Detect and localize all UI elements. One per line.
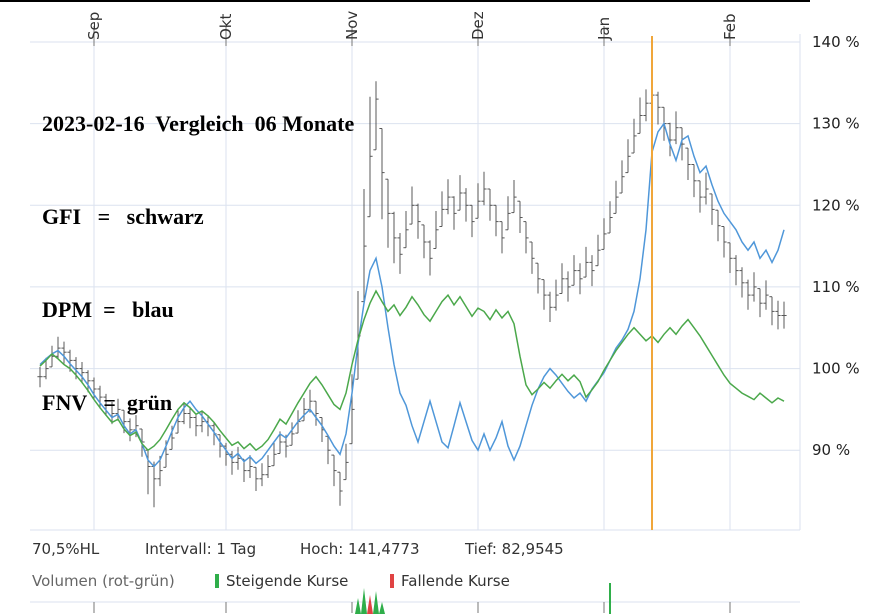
svg-text:130 %: 130 %: [812, 115, 860, 133]
svg-text:Feb: Feb: [721, 13, 739, 40]
volume-spike: [361, 588, 367, 614]
low-value-label: Tief: 82,9545: [465, 540, 564, 558]
fnv-series: [39, 289, 785, 452]
svg-text:Sep: Sep: [85, 12, 103, 40]
gridlines: [30, 34, 801, 531]
gfi-series: [37, 81, 787, 508]
y-axis-labels: 140 % 130 % 120 % 110 % 100 % 90 %: [812, 33, 860, 459]
x-axis-labels: Sep Okt Nov Dez Jan Feb: [85, 11, 739, 41]
volume-spike: [367, 595, 373, 614]
legend-line-gfi: GFI = schwarz: [42, 204, 204, 229]
svg-text:100 %: 100 %: [812, 360, 860, 378]
volume-spike: [609, 583, 611, 614]
volume-spike: [379, 602, 385, 614]
falling-swatch-icon: [390, 574, 394, 588]
rising-legend-item: Steigende Kurse: [215, 572, 348, 590]
falling-label: Fallende Kurse: [401, 572, 510, 590]
legend-line-dpm: DPM = blau: [42, 297, 174, 322]
svg-text:120 %: 120 %: [812, 196, 860, 214]
rising-swatch-icon: [215, 574, 219, 588]
range-indicator: 70,5%HL: [32, 540, 100, 558]
interval-label: Intervall: 1 Tag: [145, 540, 257, 558]
window-top-border: [0, 0, 810, 2]
svg-text:110 %: 110 %: [812, 278, 860, 296]
svg-text:Nov: Nov: [343, 11, 361, 40]
volume-spike: [355, 598, 361, 614]
high-value-label: Hoch: 141,4773: [300, 540, 420, 558]
svg-text:Dez: Dez: [469, 11, 487, 40]
svg-text:Okt: Okt: [217, 14, 235, 40]
rising-label: Steigende Kurse: [226, 572, 349, 590]
dpm-series: [39, 121, 785, 468]
chart-title-block: 2023-02-16 Vergleich 06 Monate GFI = sch…: [42, 46, 354, 480]
svg-text:90 %: 90 %: [812, 441, 850, 459]
volume-legend-label: Volumen (rot-grün): [32, 572, 175, 590]
falling-legend-item: Fallende Kurse: [390, 572, 510, 590]
volume-spike: [373, 591, 379, 614]
chart-title: 2023-02-16 Vergleich 06 Monate: [42, 111, 355, 136]
legend-line-fnv: FNV = grün: [42, 390, 173, 415]
svg-text:140 %: 140 %: [812, 33, 860, 51]
volume-strip: [30, 583, 800, 614]
x-axis-ticks: [93, 26, 731, 46]
svg-text:Jan: Jan: [595, 17, 613, 41]
